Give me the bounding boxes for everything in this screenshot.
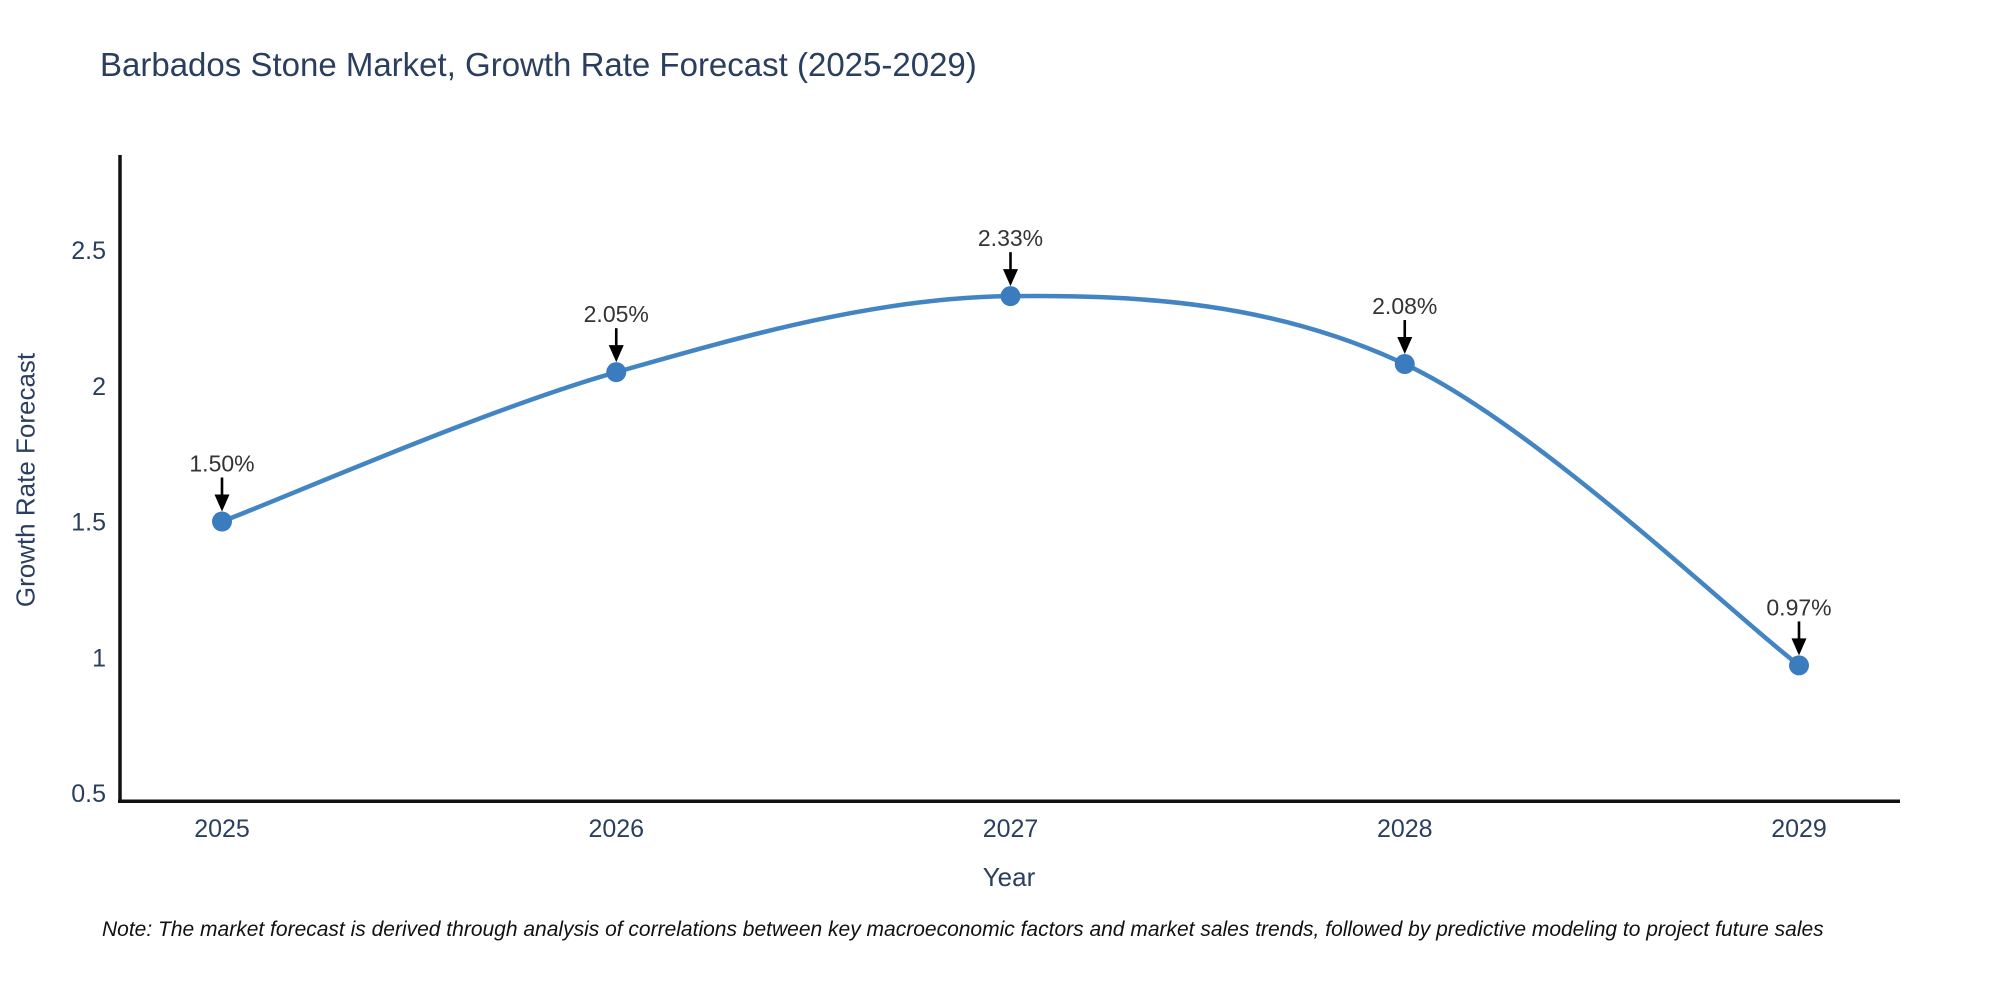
data-point-marker xyxy=(1789,655,1809,676)
x-tick-label: 2027 xyxy=(983,815,1039,843)
y-tick-label: 2.5 xyxy=(71,237,106,265)
annotation-label: 1.50% xyxy=(189,451,254,477)
x-tick-label: 2029 xyxy=(1771,815,1827,843)
chart-title: Barbados Stone Market, Growth Rate Forec… xyxy=(100,46,977,83)
annotation-label: 0.97% xyxy=(1766,594,1831,620)
annotation-arrowhead-icon xyxy=(1397,337,1413,355)
y-tick-label: 1.5 xyxy=(71,509,106,537)
annotations-group: 1.50% 2.05% 2.33% 2.08% 0.97% xyxy=(189,225,1832,656)
data-point-marker xyxy=(606,362,627,383)
data-point-marker xyxy=(1000,286,1021,307)
x-tick-labels: 2025 2026 2027 2028 2029 xyxy=(194,815,1827,843)
data-point-marker xyxy=(212,511,232,532)
x-tick-label: 2026 xyxy=(588,815,644,843)
data-point-marker xyxy=(1394,354,1415,375)
x-tick-label: 2025 xyxy=(194,815,250,843)
annotation-label: 2.05% xyxy=(584,301,649,327)
series-line xyxy=(219,293,1802,668)
y-tick-label: 1 xyxy=(92,644,106,672)
y-tick-label: 0.5 xyxy=(71,780,106,808)
y-tick-labels: 0.5 1 1.5 2 2.5 xyxy=(71,237,106,808)
annotation-label: 2.08% xyxy=(1372,293,1437,319)
footnote-text: Note: The market forecast is derived thr… xyxy=(102,918,1824,941)
y-tick-label: 2 xyxy=(92,373,106,401)
x-axis-title: Year xyxy=(982,862,1036,892)
annotation-arrowhead-icon xyxy=(1003,269,1018,287)
series-group xyxy=(212,286,1809,676)
annotation-arrowhead-icon xyxy=(608,345,624,363)
x-tick-label: 2028 xyxy=(1377,815,1433,843)
annotation-label: 2.33% xyxy=(978,225,1043,251)
annotation-arrowhead-icon xyxy=(1791,638,1807,656)
annotation-arrowhead-icon xyxy=(214,494,230,512)
